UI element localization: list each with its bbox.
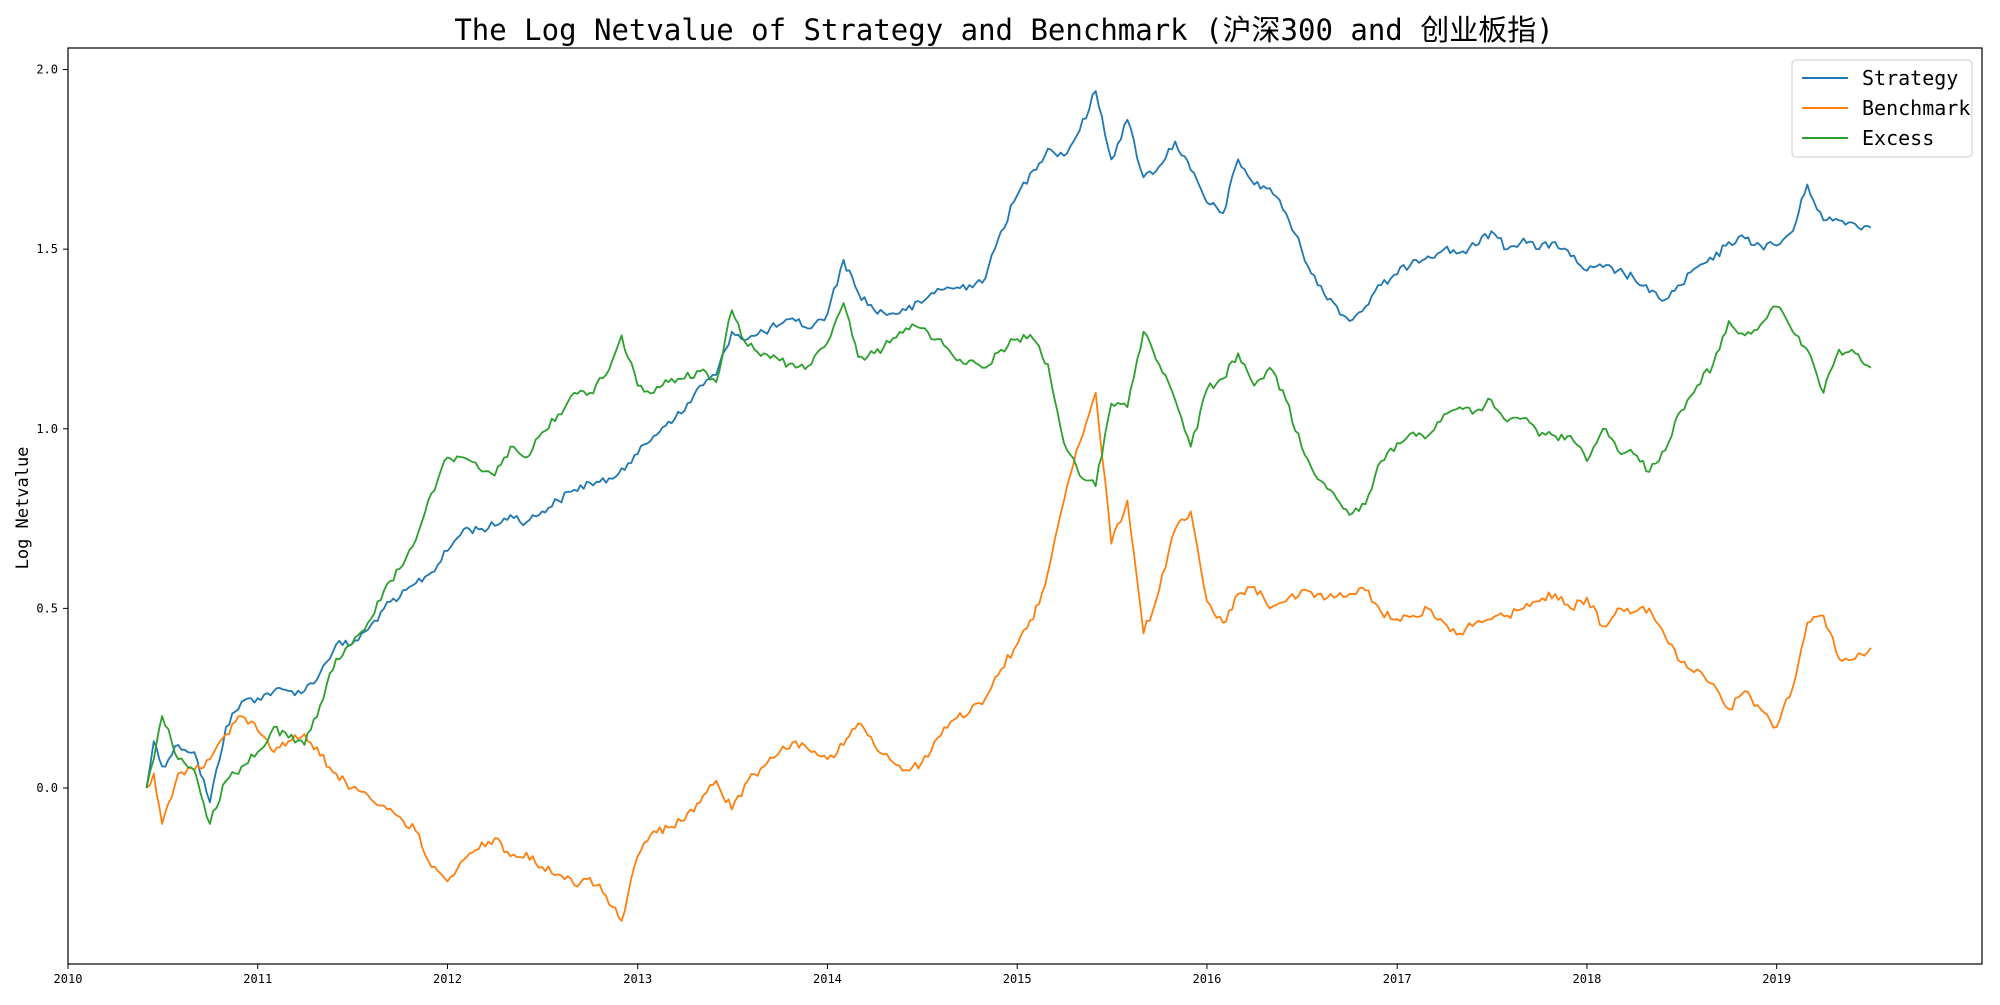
y-tick-label: 0.5 <box>36 601 58 615</box>
y-tick-label: 1.5 <box>36 242 58 256</box>
legend-label-excess: Excess <box>1862 126 1934 150</box>
series-line-excess <box>145 302 1872 825</box>
legend-label-benchmark: Benchmark <box>1862 96 1970 120</box>
y-axis-ticks: 0.0 0.5 1.0 1.5 2.0 <box>36 63 68 795</box>
x-tick-label: 2014 <box>813 972 842 986</box>
y-tick-label: 2.0 <box>36 63 58 77</box>
x-axis-ticks: 2010 2011 2012 2013 2014 2015 2016 2017 2018 2019 <box>54 964 1791 986</box>
x-tick-label: 2019 <box>1762 972 1791 986</box>
x-tick-label: 2017 <box>1383 972 1412 986</box>
y-axis-label: Log Netvalue <box>13 447 33 570</box>
x-tick-label: 2016 <box>1192 972 1221 986</box>
legend-label-strategy: Strategy <box>1862 66 1958 90</box>
chart-title: The Log Netvalue of Strategy and Benchma… <box>454 13 1553 47</box>
series-layer <box>145 90 1872 922</box>
legend-box <box>1791 59 1973 158</box>
x-tick-label: 2018 <box>1572 972 1601 986</box>
plot-frame <box>67 47 1983 965</box>
x-tick-label: 2013 <box>623 972 652 986</box>
x-tick-label: 2015 <box>1003 972 1032 986</box>
legend: Strategy Benchmark Excess <box>1791 59 1973 158</box>
x-tick-label: 2012 <box>433 972 462 986</box>
y-tick-label: 1.0 <box>36 422 58 436</box>
series-line-strategy <box>145 90 1872 804</box>
y-tick-label: 0.0 <box>36 781 58 795</box>
x-tick-label: 2010 <box>54 972 83 986</box>
x-tick-label: 2011 <box>243 972 272 986</box>
series-line-benchmark <box>145 391 1872 922</box>
